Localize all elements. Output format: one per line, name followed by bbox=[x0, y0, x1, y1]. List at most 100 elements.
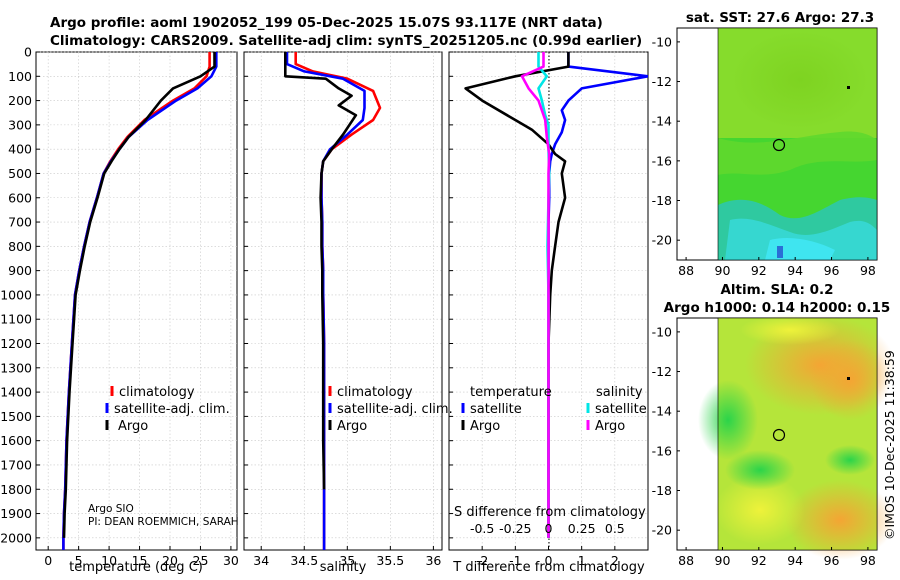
map-lon-label: 88 bbox=[678, 553, 694, 568]
salinity-xlabel: salinity bbox=[320, 560, 367, 575]
sla-map-title2: Argo h1000: 0.14 h2000: 0.15 bbox=[664, 300, 891, 316]
map-lat-label: -20 bbox=[652, 523, 672, 538]
depth-tick-label: 1900 bbox=[0, 506, 32, 521]
temperature-panel: 0 5 10 15 20 25 30 bbox=[35, 51, 239, 568]
depth-tick-label: 900 bbox=[8, 263, 32, 278]
temperature-legend: climatology satellite-adj. clim. Argo bbox=[105, 385, 230, 434]
credit-pi: PI: DEAN ROEMMICH, SARAH bbox=[88, 516, 239, 528]
legend-d-salinity: salinity bbox=[596, 385, 643, 400]
figure-title-line1: Argo profile: aoml 1902052_199 05-Dec-20… bbox=[50, 15, 603, 31]
x-tick-label-d: -2 bbox=[476, 553, 488, 568]
map-lon-label: 98 bbox=[860, 263, 876, 278]
x-tick-label-t: 0 bbox=[44, 553, 52, 568]
depth-tick-label: 1200 bbox=[0, 336, 32, 351]
x-tick-label-d: 0 bbox=[545, 553, 553, 568]
map-lat-label: -14 bbox=[652, 114, 672, 129]
map-lat-label: -16 bbox=[652, 443, 672, 458]
legend-s-argo: Argo bbox=[337, 419, 367, 434]
map-lat-label: -16 bbox=[652, 153, 672, 168]
legend-s-climatology: climatology bbox=[337, 385, 413, 400]
difference-panel: -2 -1 0 1 2 bbox=[448, 51, 649, 568]
x-tick-label-s: 36 bbox=[425, 553, 441, 568]
depth-tick-label: 1400 bbox=[0, 385, 32, 400]
map-lat-label: -10 bbox=[652, 34, 672, 49]
series-s-argo bbox=[283, 52, 358, 490]
map-lon-label: 90 bbox=[715, 553, 731, 568]
x-tick-label-t: 30 bbox=[223, 553, 239, 568]
legend-d-s-argo: Argo bbox=[595, 419, 625, 434]
depth-tick-label: 1600 bbox=[0, 433, 32, 448]
legend-satellite: satellite-adj. clim. bbox=[114, 402, 230, 417]
depth-tick-label: 1000 bbox=[0, 287, 32, 302]
depth-tick-label: 1100 bbox=[0, 312, 32, 327]
x-tick-label-d: -1 bbox=[509, 553, 521, 568]
map-lon-label: 92 bbox=[751, 553, 767, 568]
legend-d-temperature: temperature bbox=[470, 385, 552, 400]
map-lon-label: 98 bbox=[860, 553, 876, 568]
figure-title-line2: Climatology: CARS2009. Satellite-adj cli… bbox=[50, 33, 642, 49]
map-lon-label: 94 bbox=[787, 263, 803, 278]
depth-tick-label: 500 bbox=[8, 166, 32, 181]
sst-aux-marker bbox=[847, 86, 850, 89]
x-tick-label-s: 35.5 bbox=[376, 553, 404, 568]
x-tick-label-t: 25 bbox=[193, 553, 209, 568]
s-diff-tick-label: 0.25 bbox=[568, 521, 596, 536]
legend-d-t-argo: Argo bbox=[470, 419, 500, 434]
x-tick-label-t: 15 bbox=[132, 553, 148, 568]
legend-d-s-satellite: satellite bbox=[595, 402, 647, 417]
salinity-panel: 34 34.5 35 35.5 36 bbox=[243, 51, 443, 568]
map-lon-label: 94 bbox=[787, 553, 803, 568]
sst-map: 88 90 92 94 96 98 -10 -12 -14 -16 -18 -20 bbox=[652, 27, 878, 278]
sla-aux-marker bbox=[847, 377, 850, 380]
x-tick-label-t: 10 bbox=[101, 553, 117, 568]
legend-argo: Argo bbox=[118, 419, 148, 434]
map-lat-label: -18 bbox=[652, 193, 672, 208]
x-tick-label-s: 34 bbox=[253, 553, 269, 568]
legend-climatology: climatology bbox=[119, 385, 195, 400]
map-lon-label: 96 bbox=[824, 263, 840, 278]
map-lat-label: -12 bbox=[652, 74, 672, 89]
x-tick-label-t: 20 bbox=[162, 553, 178, 568]
sla-map-title1: Altim. SLA: 0.2 bbox=[720, 282, 833, 298]
sst-field bbox=[718, 28, 877, 260]
map-lon-label: 88 bbox=[678, 263, 694, 278]
salinity-legend: climatology satellite-adj. clim. Argo bbox=[328, 385, 453, 434]
depth-tick-label: 1300 bbox=[0, 360, 32, 375]
x-tick-label-s: 34.5 bbox=[290, 553, 318, 568]
x-tick-label-d: 2 bbox=[611, 553, 619, 568]
sst-float-marker bbox=[772, 138, 786, 152]
series-d-s-argo bbox=[520, 52, 551, 538]
depth-tick-label: 300 bbox=[8, 117, 32, 132]
x-tick-label-s: 35 bbox=[339, 553, 355, 568]
sla-map: 88 90 92 94 96 98 -10 -12 -14 -16 -18 -20 bbox=[652, 315, 895, 568]
depth-tick-label: 0 bbox=[24, 45, 32, 60]
s-diff-tick-label: 0.5 bbox=[605, 521, 625, 536]
depth-tick-label: 200 bbox=[8, 93, 32, 108]
map-lon-label: 90 bbox=[715, 263, 731, 278]
x-tick-label-d: 1 bbox=[578, 553, 586, 568]
depth-tick-label: 700 bbox=[8, 215, 32, 230]
map-lon-label: 92 bbox=[751, 263, 767, 278]
depth-tick-label: 800 bbox=[8, 239, 32, 254]
map-lat-label: -20 bbox=[652, 233, 672, 248]
depth-tick-label: 1500 bbox=[0, 409, 32, 424]
map-lon-label: 96 bbox=[824, 553, 840, 568]
map-lat-label: -18 bbox=[652, 483, 672, 498]
sst-map-title: sat. SST: 27.6 Argo: 27.3 bbox=[686, 10, 874, 26]
imos-stamp: ©IMOS 10-Dec-2025 11:38:59 bbox=[882, 350, 897, 540]
difference-legend: temperature salinity satellite Argo sate… bbox=[461, 385, 647, 434]
x-tick-label-t: 5 bbox=[75, 553, 83, 568]
temperature-xlabel: temperature (deg C) bbox=[69, 560, 203, 575]
depth-tick-label: 100 bbox=[8, 69, 32, 84]
map-lat-label: -12 bbox=[652, 364, 672, 379]
map-lat-label: -10 bbox=[652, 324, 672, 339]
depth-tick-label: 600 bbox=[8, 190, 32, 205]
credit-program: Argo SIO bbox=[88, 503, 134, 515]
depth-tick-label: 1800 bbox=[0, 482, 32, 497]
depth-tick-label: 2000 bbox=[0, 530, 32, 545]
map-lat-label: -14 bbox=[652, 404, 672, 419]
series-t-argo bbox=[62, 52, 216, 538]
s-diff-tick-label: -0.25 bbox=[499, 521, 531, 536]
s-diff-tick-label: -0.5 bbox=[470, 521, 494, 536]
